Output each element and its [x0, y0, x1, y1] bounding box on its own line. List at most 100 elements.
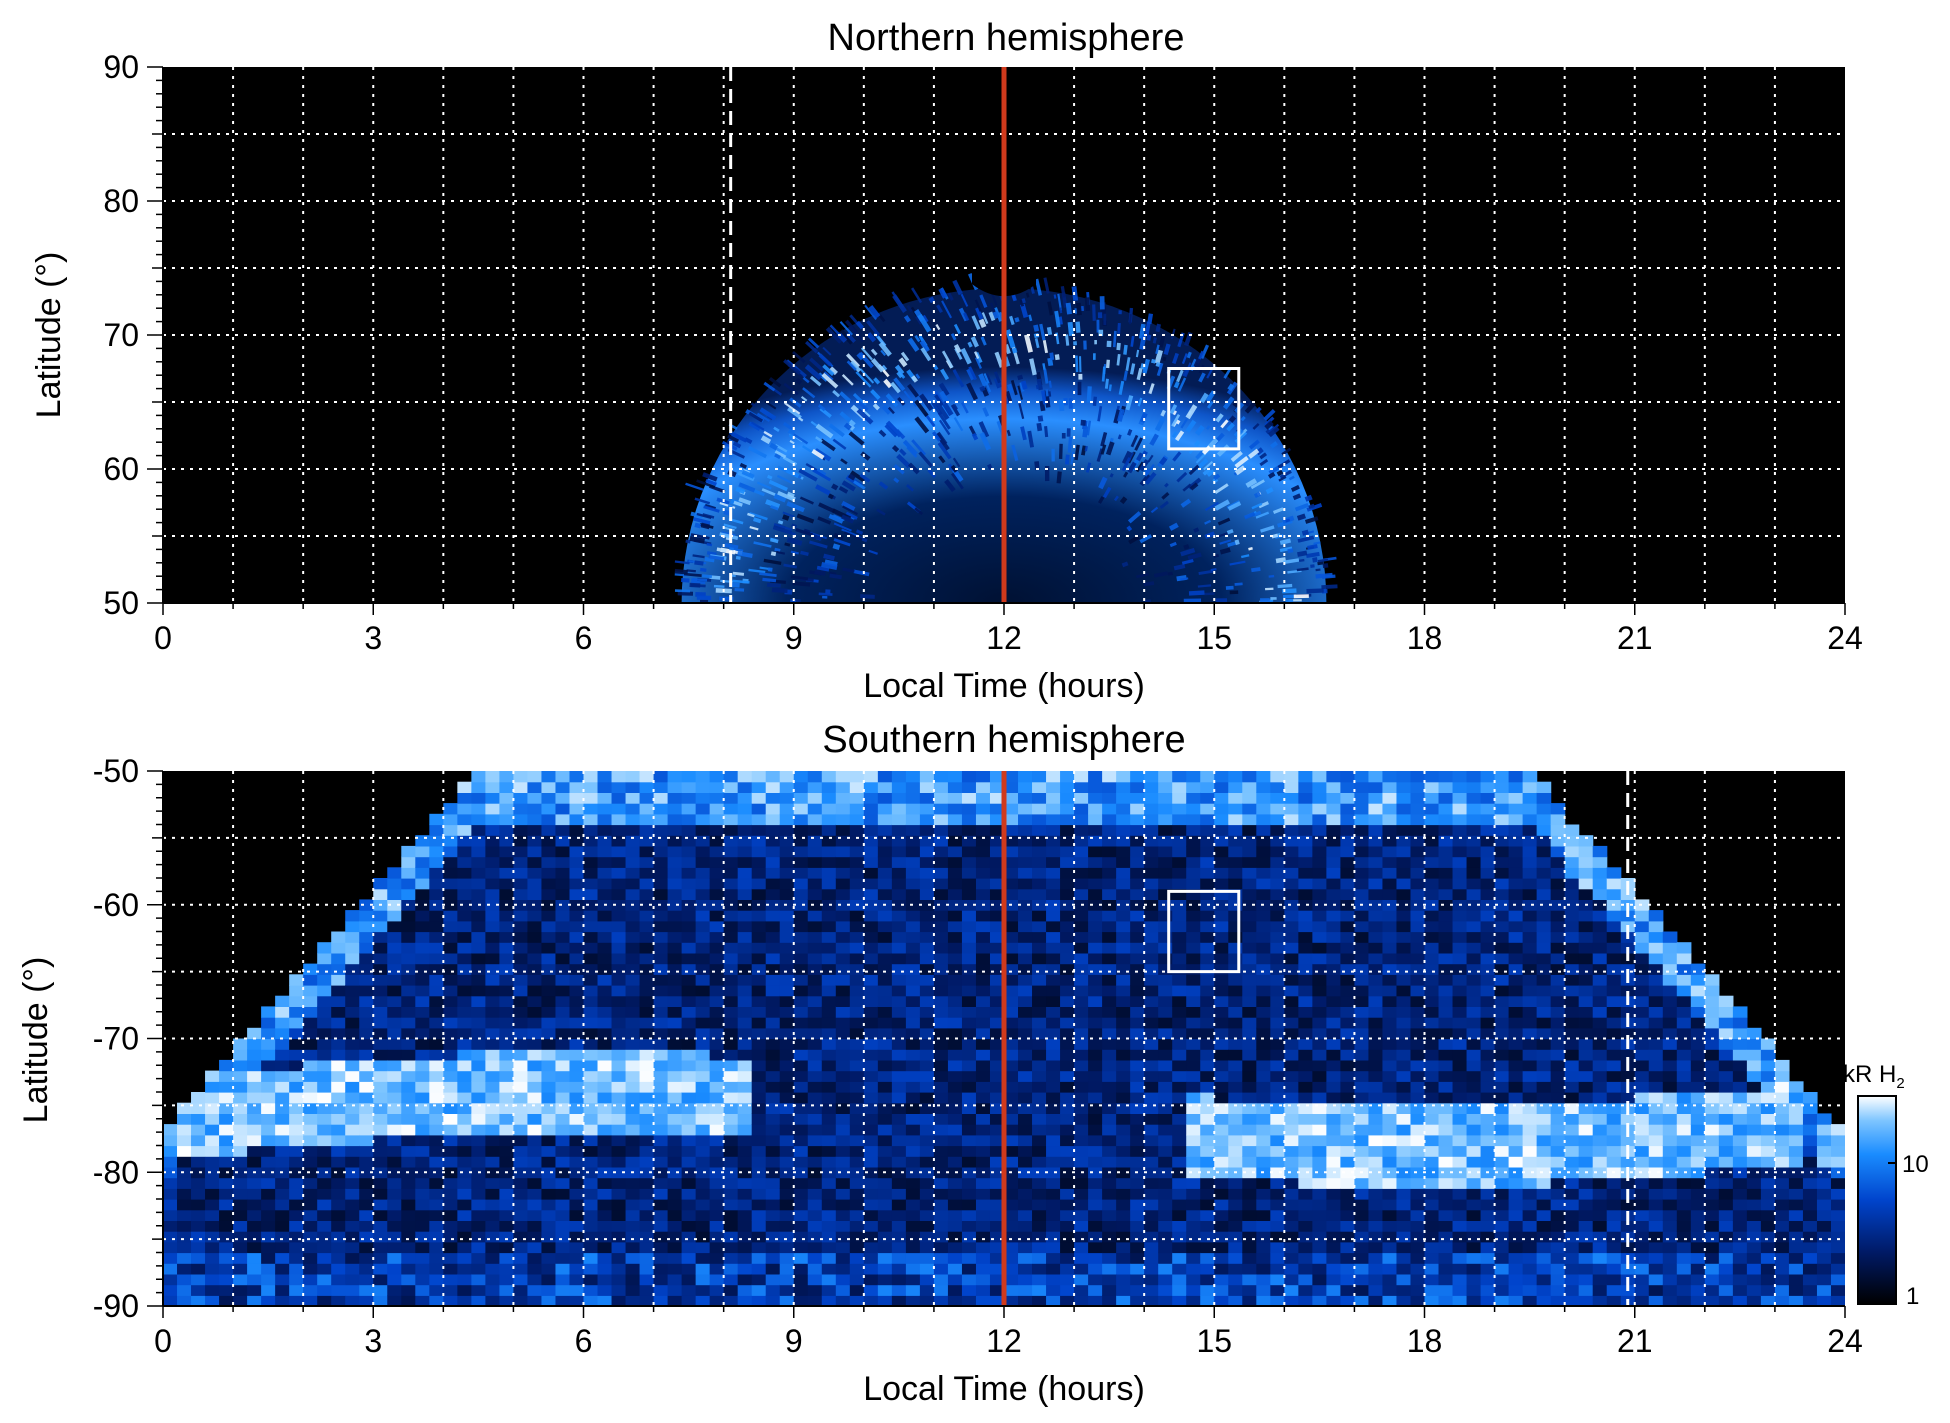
- emission-streak: [1139, 473, 1151, 487]
- heatmap-cell: [961, 1199, 977, 1211]
- heatmap-cell: [415, 1241, 430, 1254]
- heatmap-cell: [1046, 1156, 1061, 1168]
- heatmap-cell: [471, 803, 486, 815]
- heatmap-cell: [933, 856, 949, 868]
- emission-streak: [1244, 401, 1257, 414]
- heatmap-cell: [1284, 952, 1299, 965]
- heatmap-cell: [1018, 920, 1033, 933]
- heatmap-cell: [835, 985, 851, 997]
- heatmap-cell: [583, 952, 599, 965]
- heatmap-cell: [513, 1188, 529, 1200]
- heatmap-cell: [247, 1263, 262, 1275]
- heatmap-cell: [653, 1006, 669, 1018]
- heatmap-cell: [863, 1252, 879, 1264]
- heatmap-cell: [905, 1241, 921, 1254]
- heatmap-cell: [1032, 1081, 1047, 1093]
- heatmap-cell: [401, 1134, 416, 1147]
- heatmap-cell: [1340, 1273, 1356, 1286]
- heatmap-cell: [471, 867, 486, 879]
- heatmap-cell: [1284, 835, 1299, 847]
- heatmap-cell: [975, 1220, 991, 1232]
- heatmap-cell: [1186, 1092, 1201, 1104]
- heatmap-cell: [387, 1263, 402, 1275]
- heatmap-cell: [905, 1220, 921, 1232]
- heatmap-cell: [485, 1081, 500, 1093]
- heatmap-cell: [1018, 942, 1033, 954]
- heatmap-cell: [807, 974, 823, 986]
- emission-streak: [1028, 314, 1033, 322]
- heatmap-cell: [1102, 792, 1117, 804]
- heatmap-cell: [1172, 1156, 1187, 1168]
- heatmap-cell: [1354, 1027, 1370, 1040]
- heatmap-cell: [681, 878, 697, 890]
- heatmap-cell: [1340, 792, 1356, 804]
- heatmap-cell: [877, 1241, 893, 1254]
- heatmap-cell: [975, 931, 991, 943]
- heatmap-cell: [1326, 1059, 1341, 1072]
- heatmap-cell: [653, 771, 669, 783]
- heatmap-cell: [1312, 1263, 1327, 1275]
- heatmap-cell: [457, 910, 472, 922]
- heatmap-cell: [387, 888, 402, 900]
- heatmap-cell: [457, 792, 472, 804]
- heatmap-cell: [1116, 1145, 1131, 1157]
- heatmap-cell: [849, 942, 865, 954]
- heatmap-cell: [247, 1273, 262, 1286]
- emission-streak: [864, 304, 877, 321]
- emission-streak: [762, 577, 777, 583]
- emission-streak: [771, 587, 788, 593]
- heatmap-cell: [513, 1059, 529, 1072]
- heatmap-cell: [569, 985, 585, 997]
- heatmap-cell: [485, 910, 500, 922]
- heatmap-cell: [821, 1124, 837, 1136]
- heatmap-cell: [961, 1070, 977, 1082]
- heatmap-cell: [331, 1231, 346, 1243]
- heatmap-cell: [961, 1038, 977, 1050]
- heatmap-cell: [1116, 985, 1131, 997]
- heatmap-cell: [891, 1188, 907, 1200]
- heatmap-cell: [1340, 888, 1356, 900]
- highlight-box-north: [1167, 367, 1241, 451]
- heatmap-cell: [975, 1113, 991, 1125]
- heatmap-cell: [485, 1263, 500, 1275]
- heatmap-cell: [401, 985, 416, 997]
- heatmap-cell: [611, 920, 627, 933]
- heatmap-cell: [457, 1081, 472, 1093]
- heatmap-cell: [877, 1220, 893, 1232]
- heatmap-cell: [933, 1263, 949, 1275]
- heatmap-cell: [1284, 1177, 1299, 1189]
- heatmap-cell: [457, 845, 472, 858]
- heatmap-cell: [261, 1059, 276, 1072]
- heatmap-cell: [653, 781, 669, 793]
- heatmap-cell: [653, 1145, 669, 1157]
- emission-streak: [749, 512, 768, 521]
- heatmap-cell: [891, 781, 907, 793]
- heatmap-cell: [723, 1038, 739, 1050]
- emission-streak: [773, 426, 780, 432]
- heatmap-cell: [793, 1145, 809, 1157]
- heatmap-cell: [191, 1102, 206, 1114]
- heatmap-cell: [1088, 835, 1103, 847]
- heatmap-cell: [695, 878, 711, 890]
- heatmap-cell: [961, 1124, 977, 1136]
- heatmap-cell: [1046, 1102, 1061, 1114]
- heatmap-cell: [1046, 1273, 1061, 1286]
- heatmap-cell: [625, 803, 641, 815]
- heatmap-cell: [709, 1263, 725, 1275]
- heatmap-cell: [821, 1209, 837, 1221]
- heatmap-cell: [933, 792, 949, 804]
- heatmap-cell: [555, 1231, 571, 1243]
- heatmap-cell: [1340, 1006, 1356, 1018]
- heatmap-cell: [1256, 931, 1271, 943]
- heatmap-cell: [1032, 813, 1047, 826]
- heatmap-cell: [1172, 1263, 1187, 1275]
- heatmap-cell: [247, 1059, 262, 1072]
- heatmap-cell: [737, 813, 753, 826]
- heatmap-cell: [1102, 1038, 1117, 1050]
- heatmap-cell: [303, 1070, 318, 1082]
- heatmap-cell: [947, 1145, 963, 1157]
- heatmap-cell: [877, 813, 893, 826]
- heatmap-cell: [905, 1252, 921, 1264]
- heatmap-cell: [667, 1220, 683, 1232]
- heatmap-cell: [779, 1070, 795, 1082]
